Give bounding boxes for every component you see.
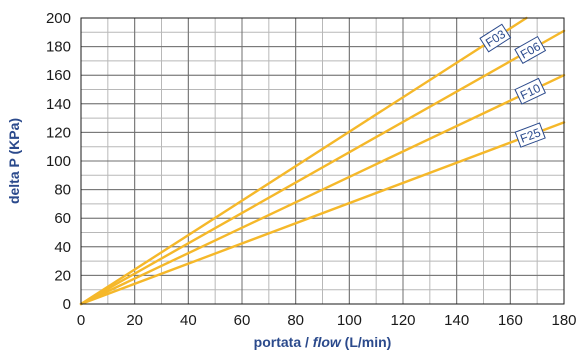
series-lines (79, 16, 566, 306)
y-tick-label: 0 (63, 296, 71, 313)
x-tick-label: 160 (498, 312, 523, 329)
series-line-f03 (79, 16, 528, 306)
y-tick-label: 40 (54, 239, 71, 256)
series-line-f10 (79, 73, 566, 306)
y-tick-label: 200 (46, 10, 71, 27)
y-tick-label: 80 (54, 182, 71, 199)
series-label-box (514, 35, 547, 65)
x-tick-label: 80 (287, 312, 304, 329)
series-label-box (514, 122, 546, 148)
x-tick-label: 140 (444, 312, 469, 329)
y-tick-label: 120 (46, 124, 71, 141)
series-label-f06: F06 (514, 35, 547, 65)
x-tick-label: 120 (390, 312, 415, 329)
x-axis-title-flow: flow (313, 334, 342, 350)
y-tick-label: 180 (46, 39, 71, 56)
x-axis-title-unit: (L/min) (341, 334, 392, 350)
series-label-box (479, 23, 512, 53)
x-axis-ticks: 0 20 40 60 80 100 120 140 160 180 (77, 312, 577, 329)
y-tick-label: 160 (46, 67, 71, 84)
x-axis-title-part1: portata / (254, 334, 313, 350)
series-line-f25 (79, 121, 566, 306)
y-tick-label: 20 (54, 267, 71, 284)
y-tick-label: 60 (54, 210, 71, 227)
series-label-f03: F03 (479, 23, 512, 53)
x-axis-title: portata / flow (L/min) (254, 334, 392, 350)
x-tick-label: 180 (551, 312, 576, 329)
x-tick-label: 40 (180, 312, 197, 329)
y-tick-label: 140 (46, 96, 71, 113)
series-label-f10: F10 (514, 77, 547, 105)
series-label-text: F25 (518, 125, 543, 145)
x-tick-label: 20 (126, 312, 143, 329)
x-tick-label: 0 (77, 312, 85, 329)
x-tick-label: 100 (337, 312, 362, 329)
series-label-f25: F25 (514, 122, 546, 148)
series-label-box (514, 77, 547, 105)
y-tick-label: 100 (46, 153, 71, 170)
series-line-f06 (79, 29, 566, 306)
y-axis-ticks: 0 20 40 60 80 100 120 140 160 180 200 (46, 10, 71, 313)
y-axis-title: delta P (KPa) (6, 118, 22, 204)
plot-frame (80, 17, 565, 305)
x-tick-label: 60 (234, 312, 251, 329)
